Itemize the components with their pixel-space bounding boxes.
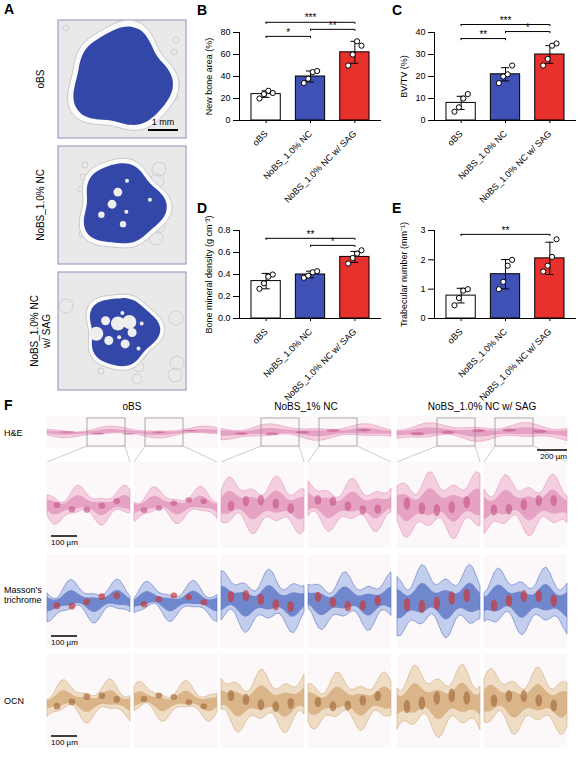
svg-text:40: 40 xyxy=(415,27,425,37)
svg-text:Bone mineral density (g cm⁻³): Bone mineral density (g cm⁻³) xyxy=(204,215,214,333)
svg-text:0: 0 xyxy=(420,115,425,125)
svg-text:oBS: oBS xyxy=(250,327,269,346)
svg-text:3: 3 xyxy=(420,225,425,235)
svg-text:NoBS_1.0% NC w/ SAG: NoBS_1.0% NC w/ SAG xyxy=(477,129,553,205)
svg-text:80: 80 xyxy=(220,27,230,37)
svg-text:0.2: 0.2 xyxy=(218,291,231,301)
svg-text:F: F xyxy=(4,398,13,413)
svg-text:oBS: oBS xyxy=(35,69,46,88)
svg-text:NoBS_1.0% NC w/ SAG: NoBS_1.0% NC w/ SAG xyxy=(428,401,537,412)
svg-text:0.0: 0.0 xyxy=(218,313,231,323)
svg-text:***: *** xyxy=(305,12,317,23)
svg-text:Trabecular number (mm⁻¹): Trabecular number (mm⁻¹) xyxy=(399,222,409,327)
svg-text:oBS: oBS xyxy=(445,129,464,148)
html-text:D: D xyxy=(197,200,208,216)
svg-text:0.4: 0.4 xyxy=(218,269,231,279)
svg-text:NoBS_1.0% NCw/ SAG: NoBS_1.0% NCw/ SAG xyxy=(29,295,52,367)
svg-text:NoBS_1.0% NC w/ SAG: NoBS_1.0% NC w/ SAG xyxy=(282,129,358,205)
svg-text:1 mm: 1 mm xyxy=(152,117,175,127)
svg-text:A: A xyxy=(4,1,14,17)
svg-text:**: ** xyxy=(502,225,510,236)
svg-text:20: 20 xyxy=(415,71,425,81)
svg-text:oBS: oBS xyxy=(123,401,142,412)
html-text:C: C xyxy=(392,2,403,18)
svg-text:oBS: oBS xyxy=(445,327,464,346)
svg-text:**: ** xyxy=(307,229,315,240)
svg-text:40: 40 xyxy=(220,71,230,81)
svg-text:OCN: OCN xyxy=(4,696,24,706)
svg-text:100 µm: 100 µm xyxy=(51,738,78,747)
svg-text:0.6: 0.6 xyxy=(218,247,231,257)
svg-text:2: 2 xyxy=(420,255,425,265)
svg-text:100 µm: 100 µm xyxy=(51,638,78,647)
html-text:E: E xyxy=(392,200,402,216)
svg-text:oBS: oBS xyxy=(250,129,269,148)
svg-text:200 µm: 200 µm xyxy=(540,452,567,461)
svg-text:***: *** xyxy=(500,15,512,26)
svg-text:H&E: H&E xyxy=(4,428,23,438)
svg-text:1: 1 xyxy=(420,284,425,294)
svg-text:NoBS_1.0% NC w/ SAG: NoBS_1.0% NC w/ SAG xyxy=(477,327,553,403)
svg-text:*: * xyxy=(526,22,530,33)
svg-text:20: 20 xyxy=(220,93,230,103)
html-text:B: B xyxy=(197,2,208,18)
svg-text:100 µm: 100 µm xyxy=(51,538,78,547)
svg-text:30: 30 xyxy=(415,49,425,59)
svg-text:0.8: 0.8 xyxy=(218,225,231,235)
svg-text:10: 10 xyxy=(415,93,425,103)
svg-text:**: ** xyxy=(479,29,487,40)
svg-text:BV/TV (%): BV/TV (%) xyxy=(399,55,409,98)
svg-text:NoBS_1.0% NC w/ SAG: NoBS_1.0% NC w/ SAG xyxy=(282,327,358,403)
svg-text:*: * xyxy=(286,27,290,38)
svg-text:0: 0 xyxy=(420,313,425,323)
svg-text:NoBS_1.0% NC: NoBS_1.0% NC xyxy=(35,169,46,241)
svg-text:New bone area (%): New bone area (%) xyxy=(204,38,214,116)
svg-text:**: ** xyxy=(329,20,337,31)
svg-text:60: 60 xyxy=(220,49,230,59)
svg-text:0: 0 xyxy=(225,115,230,125)
svg-text:*: * xyxy=(331,236,335,247)
svg-text:NoBS_1% NC: NoBS_1% NC xyxy=(274,401,337,412)
svg-text:Masson'strichrome: Masson'strichrome xyxy=(4,585,42,605)
